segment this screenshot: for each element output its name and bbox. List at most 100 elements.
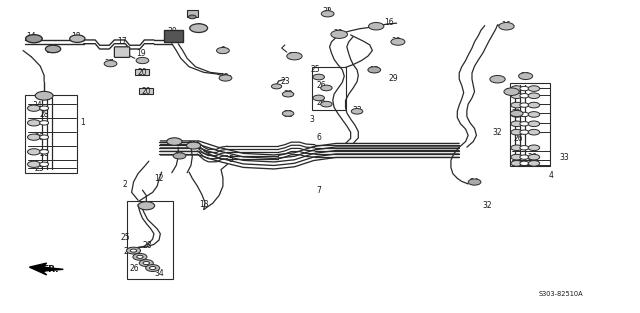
Text: 35: 35 xyxy=(186,10,196,19)
Text: 27: 27 xyxy=(104,59,114,68)
Circle shape xyxy=(510,110,523,117)
Circle shape xyxy=(28,161,40,167)
Text: 15: 15 xyxy=(369,66,379,75)
Text: 21: 21 xyxy=(289,52,298,61)
Bar xyxy=(186,10,198,17)
Polygon shape xyxy=(29,263,63,275)
Text: 13: 13 xyxy=(199,200,209,209)
Circle shape xyxy=(28,149,40,155)
Text: 28: 28 xyxy=(506,88,515,97)
Circle shape xyxy=(511,129,522,135)
Circle shape xyxy=(282,91,294,97)
Circle shape xyxy=(133,254,147,260)
Circle shape xyxy=(490,75,505,83)
Text: 25: 25 xyxy=(493,76,502,85)
Text: 26: 26 xyxy=(527,153,537,162)
Text: 10: 10 xyxy=(45,46,55,55)
Bar xyxy=(25,95,77,173)
Circle shape xyxy=(45,45,61,53)
Text: 8: 8 xyxy=(196,23,201,32)
Circle shape xyxy=(40,135,49,139)
Text: 4: 4 xyxy=(548,171,554,180)
Text: 1: 1 xyxy=(80,118,85,127)
Text: 18: 18 xyxy=(71,32,81,41)
Text: 31: 31 xyxy=(188,141,197,150)
Text: 32: 32 xyxy=(284,90,293,99)
Circle shape xyxy=(520,121,529,126)
Circle shape xyxy=(528,86,540,91)
Text: 28: 28 xyxy=(40,110,49,119)
Text: 12: 12 xyxy=(154,174,164,183)
Circle shape xyxy=(140,260,154,266)
Circle shape xyxy=(504,88,519,95)
Text: 26: 26 xyxy=(124,247,133,256)
Circle shape xyxy=(369,23,384,30)
Circle shape xyxy=(520,103,529,107)
Circle shape xyxy=(391,38,405,45)
Circle shape xyxy=(321,85,332,91)
Text: 14: 14 xyxy=(175,152,184,161)
FancyBboxPatch shape xyxy=(115,47,130,57)
Circle shape xyxy=(511,154,522,160)
Text: 25: 25 xyxy=(310,65,320,74)
Circle shape xyxy=(499,23,514,30)
Circle shape xyxy=(321,11,334,17)
Circle shape xyxy=(511,102,522,108)
Circle shape xyxy=(511,93,522,99)
Circle shape xyxy=(511,121,522,126)
Bar xyxy=(312,67,346,110)
Circle shape xyxy=(351,109,363,114)
Circle shape xyxy=(219,75,232,81)
Text: 29: 29 xyxy=(521,72,531,81)
Circle shape xyxy=(189,24,207,33)
Text: 32: 32 xyxy=(493,128,502,137)
Text: 26: 26 xyxy=(34,133,44,142)
Circle shape xyxy=(511,161,522,166)
Circle shape xyxy=(137,255,143,259)
Text: 25: 25 xyxy=(34,164,44,173)
Bar xyxy=(164,30,182,42)
Text: 22: 22 xyxy=(512,109,522,118)
Bar xyxy=(510,83,550,167)
Text: 33: 33 xyxy=(559,153,569,162)
Bar xyxy=(135,69,149,75)
Bar xyxy=(127,201,173,279)
Text: 11: 11 xyxy=(170,138,179,147)
Circle shape xyxy=(287,52,302,60)
Circle shape xyxy=(146,264,160,271)
Text: 16: 16 xyxy=(502,21,511,30)
Circle shape xyxy=(528,145,540,151)
Circle shape xyxy=(216,48,229,54)
Circle shape xyxy=(313,74,324,80)
Circle shape xyxy=(518,73,532,80)
Text: 26: 26 xyxy=(39,149,49,158)
Text: 18: 18 xyxy=(220,73,229,82)
Circle shape xyxy=(35,91,53,100)
Text: 33: 33 xyxy=(352,106,362,115)
Circle shape xyxy=(528,93,540,99)
Text: 34: 34 xyxy=(33,100,43,110)
Text: 29: 29 xyxy=(392,37,401,46)
Circle shape xyxy=(511,145,522,151)
Circle shape xyxy=(282,111,294,116)
Circle shape xyxy=(70,35,85,43)
Circle shape xyxy=(528,102,540,108)
Circle shape xyxy=(313,95,324,101)
Circle shape xyxy=(368,67,381,73)
Circle shape xyxy=(520,94,529,98)
Circle shape xyxy=(520,155,529,159)
Circle shape xyxy=(26,35,42,43)
Circle shape xyxy=(40,150,49,154)
Circle shape xyxy=(40,121,49,125)
Circle shape xyxy=(186,142,200,149)
Circle shape xyxy=(520,112,529,117)
Text: 7: 7 xyxy=(316,186,321,195)
Text: 24: 24 xyxy=(470,177,479,187)
Text: 30: 30 xyxy=(167,27,177,36)
Text: 23: 23 xyxy=(280,77,290,86)
Circle shape xyxy=(188,15,196,19)
Text: 28: 28 xyxy=(333,29,342,38)
Circle shape xyxy=(143,262,150,264)
Text: 20: 20 xyxy=(141,87,151,95)
Text: 6: 6 xyxy=(316,133,321,142)
